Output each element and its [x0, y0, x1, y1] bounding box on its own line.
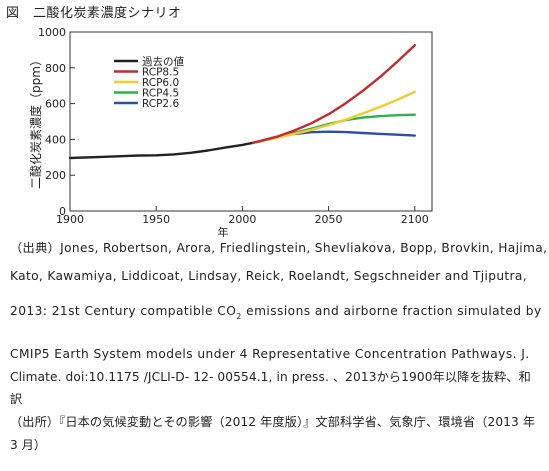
y-tick-label: 1000: [38, 26, 66, 39]
y-tick-label: 600: [45, 98, 66, 111]
x-axis-label: 年: [218, 225, 229, 239]
caption-line-3-end: emissions and airborne fraction simulate…: [241, 304, 542, 318]
series-line-: [68, 141, 253, 160]
caption-line-3: 2013: 21st Century compatible CO2 emissi…: [10, 303, 542, 325]
co2-scenario-chart: 0 200 400 600 800 1000 1900 1950 2000 2050 2100 過去…: [28, 26, 433, 239]
x-tick-label: 1900: [56, 213, 84, 226]
x-tick-label: 1950: [142, 213, 170, 226]
caption-line-2: Kato, Kawamiya, Liddicoat, Lindsay, Reic…: [10, 269, 527, 283]
legend-label: RCP4.5: [142, 88, 179, 100]
y-tick-label: 200: [45, 169, 66, 182]
y-axis-label: 二酸化炭素濃度（ppm）: [28, 54, 43, 189]
legend-label: RCP6.0: [142, 77, 179, 89]
y-tick-label: 400: [45, 133, 66, 146]
caption-line-6: 訳: [10, 392, 23, 406]
caption-line-7: （出所）『日本の気候変動とその影響（2012 年度版）』文部科学省、気象庁、環境…: [10, 415, 536, 429]
caption-line-3-start: 2013: 21st Century compatible CO: [10, 304, 237, 318]
y-tick-label: 800: [45, 62, 66, 75]
legend-label: RCP2.6: [142, 98, 179, 110]
y-tick-label: 0: [59, 205, 66, 218]
caption-line-8: 3 月）: [10, 438, 47, 452]
co2-subscript: 2: [236, 312, 242, 321]
x-tick-label: 2100: [401, 213, 429, 226]
caption-line-1: （出典）Jones, Robertson, Arora, Friedlingst…: [10, 241, 548, 255]
series-line-rcp85: [249, 44, 416, 145]
x-tick-label: 2050: [315, 213, 343, 226]
figure-title: 図 二酸化炭素濃度シナリオ: [6, 6, 182, 21]
legend-label: RCP8.5: [142, 67, 179, 79]
caption-line-4: CMIP5 Earth System models under 4 Repres…: [10, 347, 530, 361]
caption-line-5: Climate. doi:10.1175 /JCLI-D- 12- 00554.…: [10, 370, 531, 384]
legend-label: 過去の値: [142, 55, 184, 68]
x-tick-label: 2000: [228, 213, 256, 226]
